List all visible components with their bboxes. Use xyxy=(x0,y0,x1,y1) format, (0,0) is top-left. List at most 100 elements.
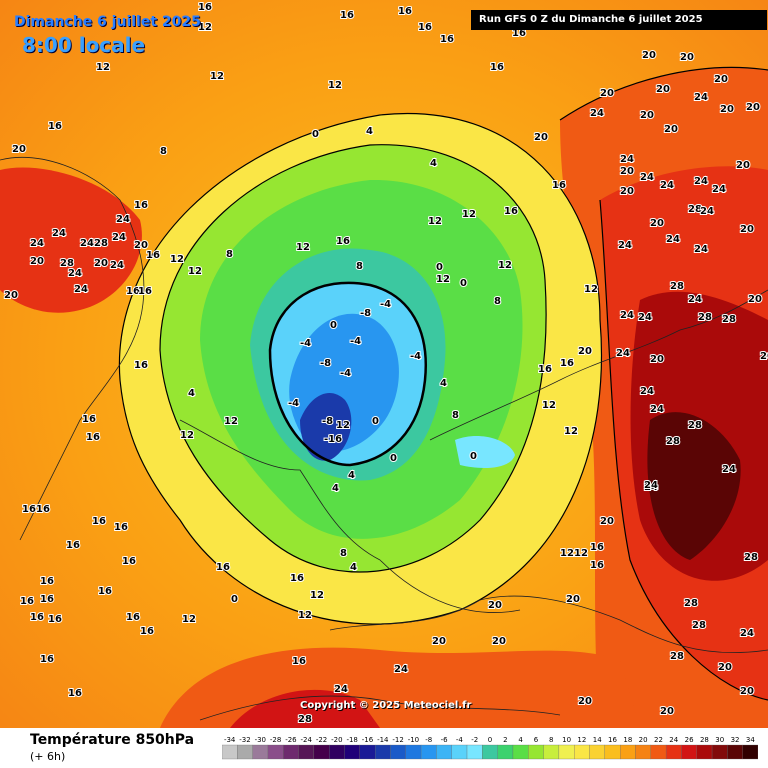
isotherm-value-label: 24 xyxy=(722,464,736,475)
isotherm-value-label: 16 xyxy=(198,2,212,13)
isotherm-value-label: 12 xyxy=(224,416,238,427)
isotherm-value-label: 4 xyxy=(350,562,357,573)
isotherm-value-label: 16 xyxy=(48,614,62,625)
isotherm-value-label: 16 xyxy=(398,6,412,17)
coastline-siberia xyxy=(429,289,768,441)
isotherm-value-label: 16 xyxy=(290,573,304,584)
isotherm-value-label: 12 xyxy=(198,22,212,33)
isotherm-value-label: 16 xyxy=(40,576,54,587)
scale-swatch xyxy=(237,744,253,760)
scale-tick-label: 28 xyxy=(700,736,709,744)
isotherm-value-label: 12 xyxy=(180,430,194,441)
isotherm-value-label: 20 xyxy=(656,84,670,95)
isotherm-value-label: 16 xyxy=(490,62,504,73)
isotherm-lines xyxy=(118,66,768,701)
scale-tick-label: -16 xyxy=(362,736,374,744)
coastline-america xyxy=(0,157,145,541)
isotherm-value-label: 4 xyxy=(430,158,437,169)
scale-swatch xyxy=(604,744,621,760)
scale-tick-label: -24 xyxy=(301,736,313,744)
isotherm-value-label: 12 xyxy=(336,420,350,431)
isotherm-value-label: -8 xyxy=(360,308,371,319)
scale-tick-label: 20 xyxy=(639,736,648,744)
isotherm-value-label: 20 xyxy=(30,256,44,267)
isotherm-value-label: 28 xyxy=(670,651,684,662)
scale-swatch xyxy=(665,744,682,760)
isotherm-value-label: 12 xyxy=(310,590,324,601)
scale-swatch xyxy=(512,744,529,760)
scale-tick-label: -32 xyxy=(239,736,250,744)
isotherm-value-label: 16 xyxy=(22,504,36,515)
isotherm-value-label: 28 xyxy=(688,420,702,431)
isotherm-value-label: 24 xyxy=(660,180,674,191)
isotherm-value-label: 12 xyxy=(428,216,442,227)
isotherm-value-label: 20 xyxy=(736,160,750,171)
isotherm-value-label: 4 xyxy=(188,388,195,399)
isotherm-value-label: 24 xyxy=(640,386,654,397)
isotherm-value-label: 16 xyxy=(512,28,526,39)
scale-swatch xyxy=(390,744,406,760)
isotherm-value-label: 28 xyxy=(60,258,74,269)
scale-swatch xyxy=(420,744,437,760)
scale-swatch xyxy=(405,744,422,760)
isotherm-value-label: 20 xyxy=(746,102,760,113)
isotherm-value-label: 24 xyxy=(620,154,634,165)
coldest-core xyxy=(300,392,352,461)
isotherm-value-label: 16 xyxy=(590,560,604,571)
isotherm-value-label: 20 xyxy=(740,224,754,235)
isotherm-value-label: 28 xyxy=(298,714,312,725)
isotherm-value-label: 16 xyxy=(86,432,100,443)
scale-tick-label: 0 xyxy=(488,736,492,744)
temperature-map: 12 16 20 16 12 12 16 16 16 16 16 16 12 0 4 4 8 12 12 16 12 8 8… xyxy=(0,0,768,728)
isotherm-value-label: -4 xyxy=(410,351,421,362)
isotherm-value-label: 16 xyxy=(126,286,140,297)
isotherm-value-label: 12 xyxy=(96,62,110,73)
scale-tick-label: -22 xyxy=(316,736,327,744)
isotherm-value-label: 16 xyxy=(66,540,80,551)
isotherm-value-label: 24 xyxy=(644,480,658,491)
isotherm-value-label: 4 xyxy=(332,483,339,494)
isotherm-value-label: 20 xyxy=(718,662,732,673)
hot-region-america xyxy=(0,167,142,313)
isotherm-value-label: 16 xyxy=(340,10,354,21)
scale-tick-label: 10 xyxy=(562,736,571,744)
isotherm-value-label: 12 xyxy=(564,426,578,437)
isotherm-value-label: 24 xyxy=(110,260,124,271)
isotherm-value-label: 28 xyxy=(94,238,108,249)
isotherm-value-label: 20 xyxy=(640,110,654,121)
isotherm-value-label: 24 xyxy=(650,404,664,415)
isotherm-value-label: 20 xyxy=(600,516,614,527)
isotherm-value-label: 12 xyxy=(574,548,588,559)
coastline-eurasia xyxy=(329,595,768,653)
isotherm-value-label: 20 xyxy=(760,351,768,362)
isotherm-value-label: 16 xyxy=(590,542,604,553)
isotherm-value-label: 4 xyxy=(366,126,373,137)
isotherm-value-label: 20 xyxy=(650,218,664,229)
isotherm-value-label: 24 xyxy=(618,240,632,251)
isotherm-value-label: 16 xyxy=(418,22,432,33)
scale-tick-label: -10 xyxy=(408,736,419,744)
scale-tick-label: 24 xyxy=(669,736,678,744)
isotherm-value-label: 16 xyxy=(292,656,306,667)
scale-swatch xyxy=(298,744,315,760)
isotherm-value-label: 20 xyxy=(720,104,734,115)
scale-swatch xyxy=(497,744,514,760)
coastline-africa xyxy=(199,695,561,721)
scale-tick-label: 18 xyxy=(623,736,632,744)
isotherm-value-label: 28 xyxy=(666,436,680,447)
isotherm-value-label: 16 xyxy=(122,556,136,567)
scale-tick-label: 16 xyxy=(608,736,617,744)
isotherm-value-label: 4 xyxy=(348,470,355,481)
isotherm-value-label: -4 xyxy=(300,338,311,349)
isotherm-value-label: 16 xyxy=(440,34,454,45)
isotherm-value-label: 12 xyxy=(584,284,598,295)
isotherm-value-label: -4 xyxy=(350,336,361,347)
isotherm-value-label: 16 xyxy=(40,654,54,665)
isotherm-value-label: 16 xyxy=(140,626,154,637)
isotherm-value-label: 24 xyxy=(700,206,714,217)
scale-tick-label: -2 xyxy=(471,736,478,744)
scale-tick-label: -20 xyxy=(331,736,342,744)
isotherm-value-label: 16 xyxy=(20,596,34,607)
isotherm-value-label: 24 xyxy=(688,294,702,305)
